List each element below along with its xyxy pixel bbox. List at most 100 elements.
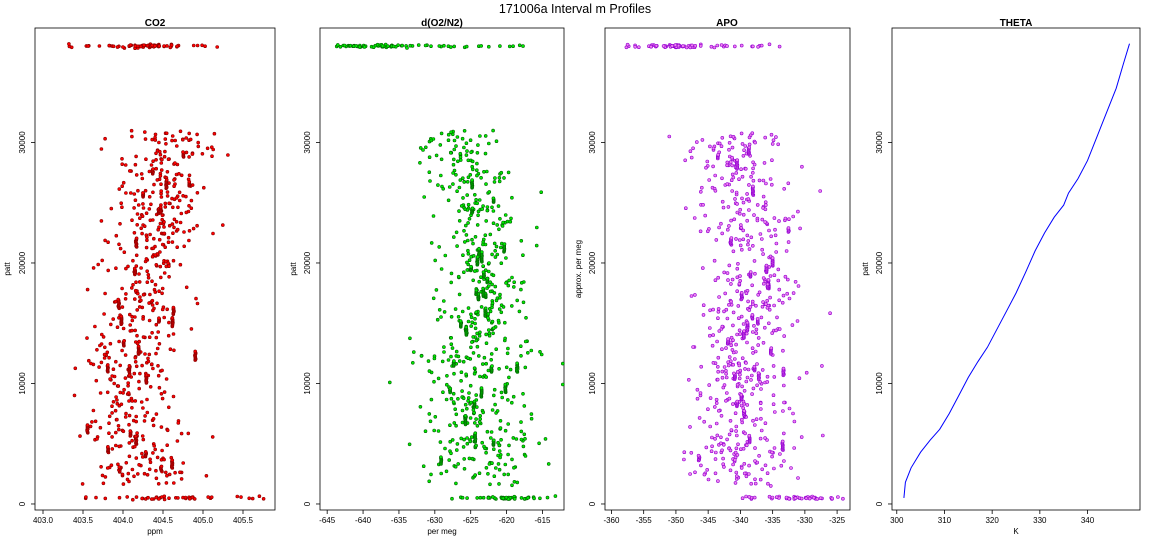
data-point: [165, 190, 170, 194]
data-point: [503, 213, 508, 217]
data-point: [106, 240, 110, 244]
data-point: [493, 249, 498, 253]
data-point: [127, 363, 132, 368]
data-point: [739, 314, 744, 319]
data-point: [740, 384, 744, 389]
data-point: [793, 279, 798, 284]
data-point: [175, 439, 180, 443]
data-point: [451, 182, 455, 186]
data-point: [769, 132, 774, 137]
data-point: [133, 359, 138, 364]
data-point: [147, 195, 152, 199]
data-point: [166, 157, 171, 161]
data-point: [475, 423, 480, 428]
data-point: [770, 495, 775, 500]
data-point: [131, 282, 135, 287]
data-point: [484, 332, 488, 337]
data-point: [750, 392, 754, 396]
data-point: [109, 322, 113, 327]
data-point: [172, 184, 176, 188]
data-point: [150, 254, 155, 259]
data-point: [137, 379, 141, 384]
data-point: [130, 328, 134, 333]
data-point: [438, 173, 443, 178]
data-point: [753, 477, 757, 482]
data-point: [521, 44, 525, 48]
data-point: [509, 216, 513, 221]
data-point: [510, 457, 514, 462]
data-point: [709, 449, 714, 454]
data-point: [792, 419, 797, 424]
data-point: [133, 288, 138, 293]
data-point: [156, 363, 160, 368]
data-point: [560, 361, 565, 366]
data-point: [127, 373, 132, 378]
data-point: [175, 162, 180, 167]
data-point: [729, 236, 734, 240]
data-point: [154, 151, 158, 156]
data-point: [196, 140, 200, 145]
data-point: [712, 258, 717, 263]
data-point: [461, 359, 466, 364]
data-point: [121, 326, 126, 331]
data-point: [137, 272, 141, 276]
data-point: [157, 44, 162, 48]
data-point: [727, 355, 732, 359]
data-point: [761, 281, 766, 286]
data-point: [438, 143, 443, 147]
data-point: [144, 245, 149, 250]
data-point: [191, 43, 196, 48]
data-point: [162, 271, 167, 275]
data-point: [777, 44, 782, 49]
data-point: [449, 396, 454, 401]
data-point: [150, 497, 154, 501]
data-point: [481, 495, 486, 500]
data-point: [717, 329, 722, 333]
data-point: [751, 166, 755, 171]
data-point: [144, 257, 149, 261]
data-point: [481, 204, 485, 208]
x-tick-label: -645: [319, 516, 336, 525]
data-point: [768, 177, 773, 181]
data-point: [437, 44, 442, 48]
data-point: [504, 281, 508, 285]
data-point: [476, 354, 481, 358]
data-point: [727, 263, 732, 268]
data-point: [154, 476, 159, 481]
data-point: [154, 495, 159, 500]
data-point: [154, 158, 158, 162]
data-point: [715, 339, 719, 344]
data-point: [743, 167, 748, 171]
data-point: [117, 427, 121, 432]
data-point: [710, 444, 714, 449]
data-point: [175, 144, 179, 148]
data-point: [449, 342, 454, 347]
data-point: [167, 320, 171, 325]
data-point: [731, 310, 736, 315]
data-point: [453, 464, 458, 469]
data-point: [429, 397, 434, 402]
data-point: [140, 496, 144, 501]
data-point: [507, 443, 511, 448]
data-point: [493, 284, 498, 289]
data-point: [729, 178, 734, 182]
data-point: [434, 288, 439, 292]
data-point: [727, 141, 732, 145]
data-point: [154, 468, 158, 473]
data-point: [510, 195, 514, 200]
data-point: [148, 460, 153, 465]
data-point: [116, 423, 121, 428]
data-point: [133, 399, 138, 403]
data-point: [727, 396, 732, 401]
data-point: [764, 302, 768, 307]
data-point: [744, 379, 749, 384]
data-point: [102, 312, 106, 316]
data-point: [760, 368, 765, 372]
data-point: [760, 304, 765, 309]
data-point: [753, 446, 757, 450]
data-point: [459, 378, 463, 383]
data-point: [731, 249, 736, 254]
data-point: [737, 376, 742, 381]
data-point: [154, 262, 159, 267]
data-point: [765, 471, 770, 476]
